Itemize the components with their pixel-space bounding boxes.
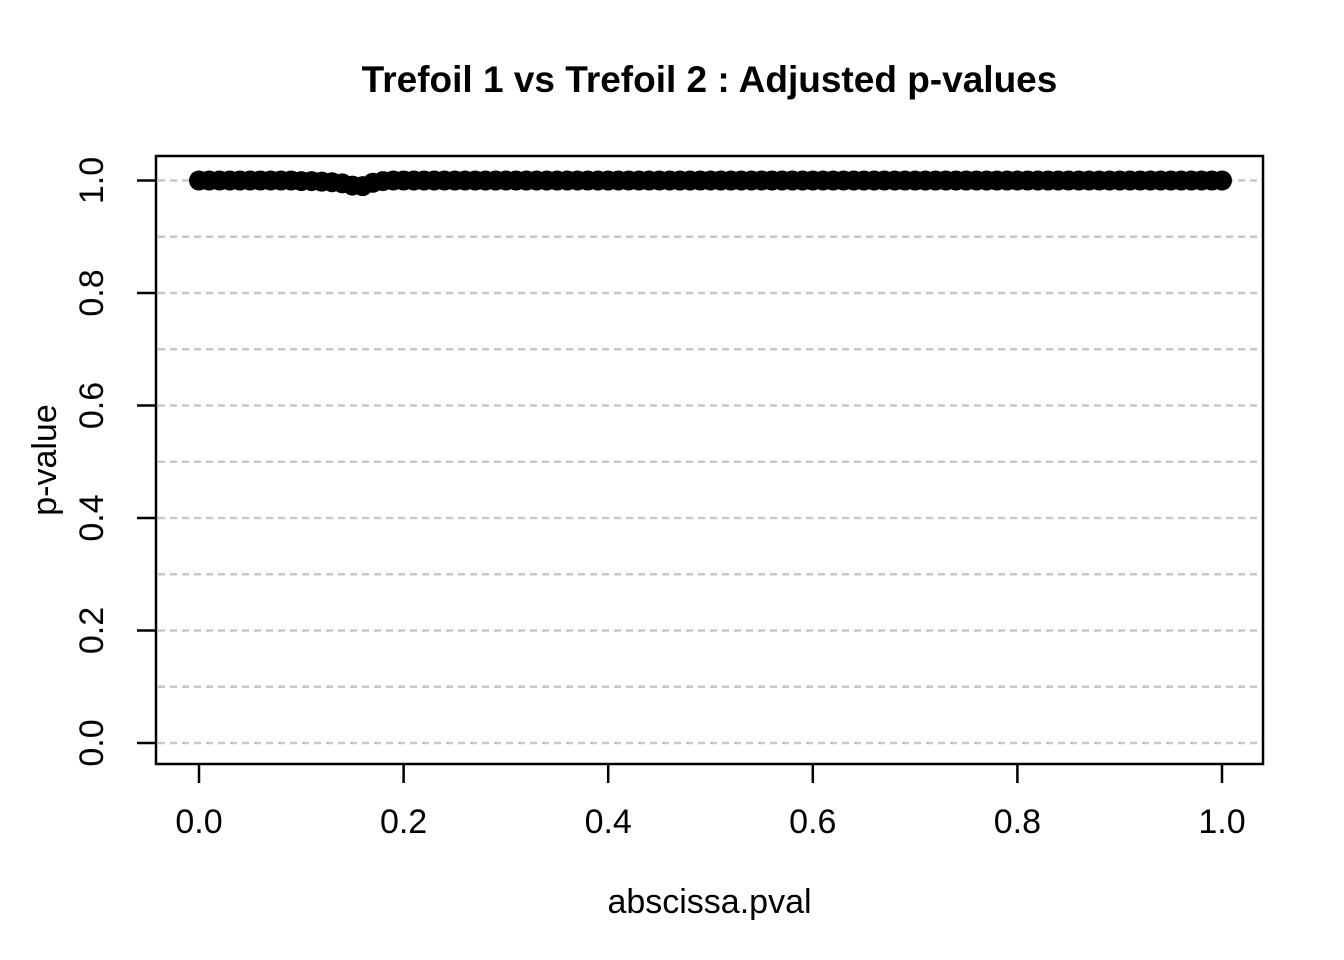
x-tick-label: 0.0 [175,803,222,841]
y-tick-label: 0.4 [73,494,111,541]
axis-ticks-layer: 0.0 0.2 0.4 0.6 0.8 1.0 0.0 0.2 0.4 0.6 0.8 1.0 [73,157,1246,841]
data-points-layer [189,170,1232,197]
y-tick-label: 0.2 [73,607,111,654]
data-point [1212,170,1232,191]
x-tick-label: 0.4 [585,803,632,841]
y-tick-label: 0.0 [73,719,111,766]
x-tick-label: 0.6 [789,803,836,841]
x-tick-label: 1.0 [1198,803,1245,841]
x-tick-label: 0.2 [380,803,427,841]
gridlines-layer [158,179,1260,745]
plot-frame [154,154,1265,766]
x-tick-label: 0.8 [994,803,1041,841]
y-tick-label: 0.6 [73,382,111,429]
plot-frame-layer [154,154,1265,766]
y-axis-label: p-value [26,404,64,516]
y-tick-label: 0.8 [73,269,111,316]
plot-title: Trefoil 1 vs Trefoil 2 : Adjusted p-valu… [362,59,1058,100]
y-tick-label: 1.0 [73,157,111,204]
x-axis-label: abscissa.pval [607,883,811,921]
